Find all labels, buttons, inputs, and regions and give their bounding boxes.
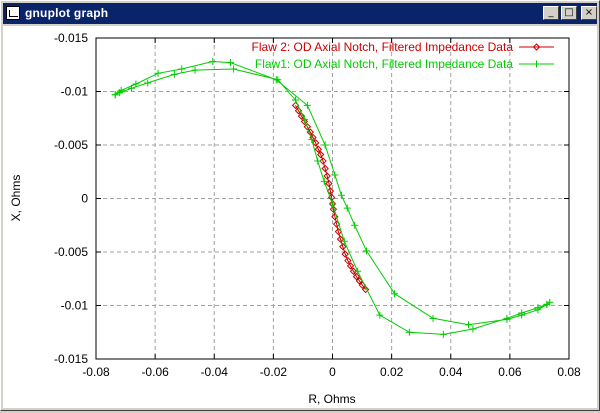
series-2-point [469,325,477,333]
series-group [111,58,554,338]
series-2-point [117,86,125,94]
series-1-point [329,205,338,213]
axis-ticks: -0.08 -0.06 -0.04 -0.02 0 0.02 0.04 0.06 0.08 -0.… [54,31,581,379]
series-2-point [321,141,329,149]
grid-lines [96,38,569,359]
series-1-point [346,262,355,270]
y-tick-label: -0.015 [54,352,88,366]
series-2-point [329,200,336,208]
series-1-point [311,139,320,147]
series-1-point [339,242,347,251]
legend: Flaw 2: OD Axial Notch, Filtered Impedan… [252,40,554,71]
series-2-point [229,65,237,73]
legend-marker-2 [533,60,540,68]
series-1-point [319,157,327,165]
legend-label-1: Flaw 2: OD Axial Notch, Filtered Impedan… [252,40,514,54]
series-2-point [337,191,345,199]
series-1-point [325,179,333,188]
series-1-point [321,164,329,173]
series-2-point [320,177,328,185]
x-axis-label: R, Ohms [308,392,355,406]
series-2-point [314,157,322,165]
series-2-point [518,311,526,319]
series-1-point [336,235,345,243]
series-2-point [405,328,413,336]
x-tick-label: -0.08 [82,365,110,379]
series-2-point [132,80,140,88]
series-2-point [170,70,178,78]
series-2-point [376,311,384,319]
series-1-point [303,123,312,131]
series-2-point [331,171,339,179]
series-1-point [334,227,343,236]
series-2-point [464,321,472,329]
series-1-point [331,212,339,221]
legend-marker-1 [532,43,541,51]
series-2-point [127,84,135,92]
series-2-point [191,66,199,74]
x-tick-label: -0.04 [201,365,229,379]
series-2-point [340,237,348,245]
series-1-point [316,150,325,159]
x-tick-label: -0.06 [141,365,169,379]
y-tick-label: -0.015 [54,31,88,45]
title-bar[interactable]: gnuplot graph _ □ × [3,3,597,24]
series-2-point [300,115,308,123]
series-2-point [144,79,152,87]
x-tick-label: -0.02 [260,365,288,379]
y-axis-label: X, Ohms [9,175,23,222]
plot-area: -0.08 -0.06 -0.04 -0.02 0 0.02 0.04 0.06 0.08 -0.… [3,26,597,408]
x-tick-label: 0.06 [498,365,522,379]
series-2-point [343,204,351,212]
series-2-point [503,315,511,323]
series-2-point [303,101,311,109]
series-1-point [349,267,358,275]
series-1-point [314,145,323,153]
series-2-point [308,136,316,144]
series-1-point [300,117,309,126]
series-2-point [354,267,362,275]
legend-label-2: Flaw1: OD Axial Notch, Filtered Impedanc… [255,57,513,71]
series-2-point [178,65,186,73]
minimize-button[interactable]: _ [543,6,559,20]
x-tick-label: 0.02 [380,365,404,379]
series-2-point [429,314,437,322]
window-title: gnuplot graph [25,6,109,20]
series-2-point [272,76,280,84]
y-tick-label: -0.01 [61,85,89,99]
x-tick-label: 0.08 [557,365,581,379]
series-2-point [439,330,447,338]
series-2-point [362,247,370,255]
chart-svg: -0.08 -0.06 -0.04 -0.02 0 0.02 0.04 0.06 0.08 -0.… [9,31,581,406]
series-2-point [111,91,119,99]
series-2-point [227,59,235,67]
series-1-point [323,172,331,180]
series-1-point [341,250,349,258]
y-tick-label: -0.01 [61,299,89,313]
close-button[interactable]: × [581,6,597,20]
y-tick-label: -0.005 [54,138,88,152]
series-2-point [391,290,399,298]
series-2-point [292,96,300,104]
y-tick-label: -0.005 [54,245,88,259]
series-1-line [295,105,366,290]
x-tick-label: 0 [329,365,336,379]
series-2 [111,58,554,338]
gnuplot-app-icon[interactable] [6,6,20,20]
x-tick-label: 0.04 [439,365,463,379]
series-1-point [326,187,335,195]
series-2-point [543,300,551,308]
series-2-point [154,69,162,77]
series-2-point [209,58,217,66]
y-tick-label: 0 [81,192,88,206]
series-2-point [351,221,359,229]
series-1-point [361,285,370,294]
series-1-point [352,272,361,281]
series-2-point [534,306,542,314]
series-1-point [344,256,352,265]
maximize-button[interactable]: □ [561,6,577,20]
